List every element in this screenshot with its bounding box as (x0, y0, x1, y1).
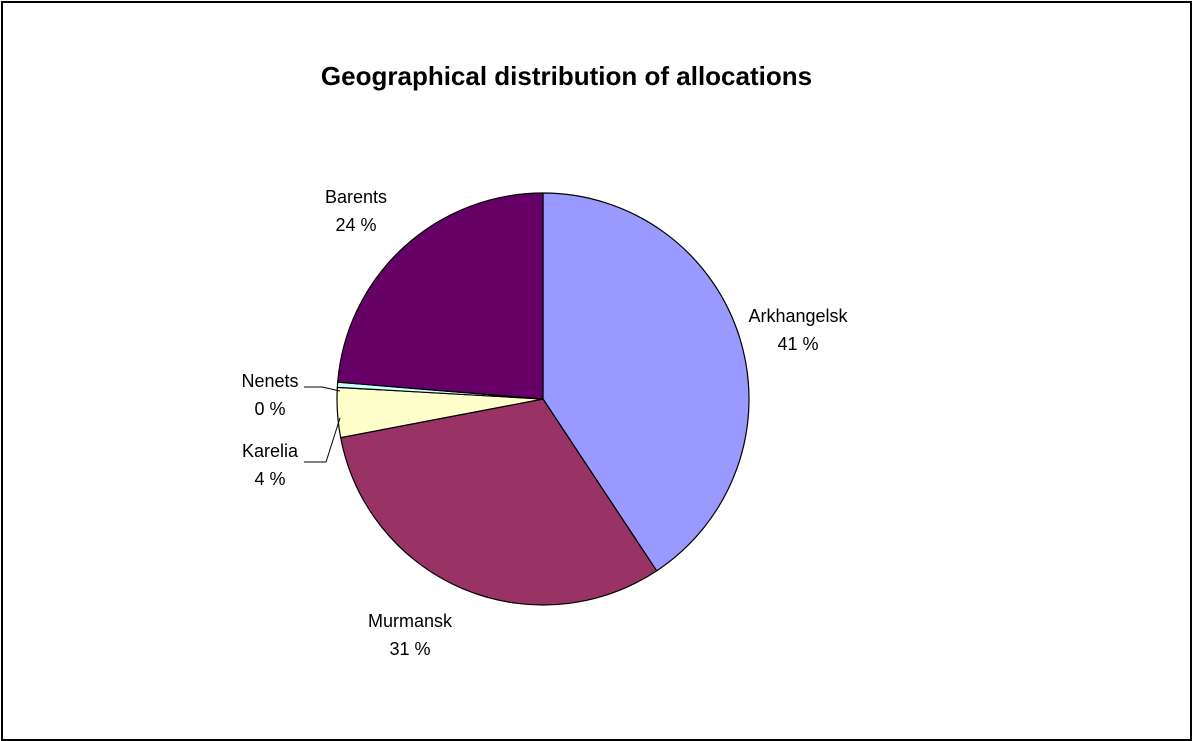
slice-label-karelia: Karelia (242, 441, 299, 461)
slice-value-murmansk: 31 % (389, 639, 430, 659)
slice-value-arkhangelsk: 41 % (777, 334, 818, 354)
leader-lines (304, 386, 341, 463)
slice-labels: Arkhangelsk 41 % Murmansk 31 % Karelia 4 % Nen… (241, 187, 848, 659)
slice-label-barents: Barents (325, 187, 387, 207)
slice-label-nenets: Nenets (241, 371, 298, 391)
slice-label-murmansk: Murmansk (368, 611, 453, 631)
pie-slices (336, 192, 750, 606)
slice-value-karelia: 4 % (254, 469, 285, 489)
pie-slice-barents (337, 192, 544, 400)
slice-label-arkhangelsk: Arkhangelsk (748, 306, 848, 326)
slice-value-barents: 24 % (335, 215, 376, 235)
leader-line-karelia (304, 417, 341, 463)
leader-line-nenets (304, 386, 341, 392)
chart-title: Geographical distribution of allocations (320, 61, 813, 91)
pie-slice-murmansk (340, 398, 658, 606)
slice-value-nenets: 0 % (254, 399, 285, 419)
